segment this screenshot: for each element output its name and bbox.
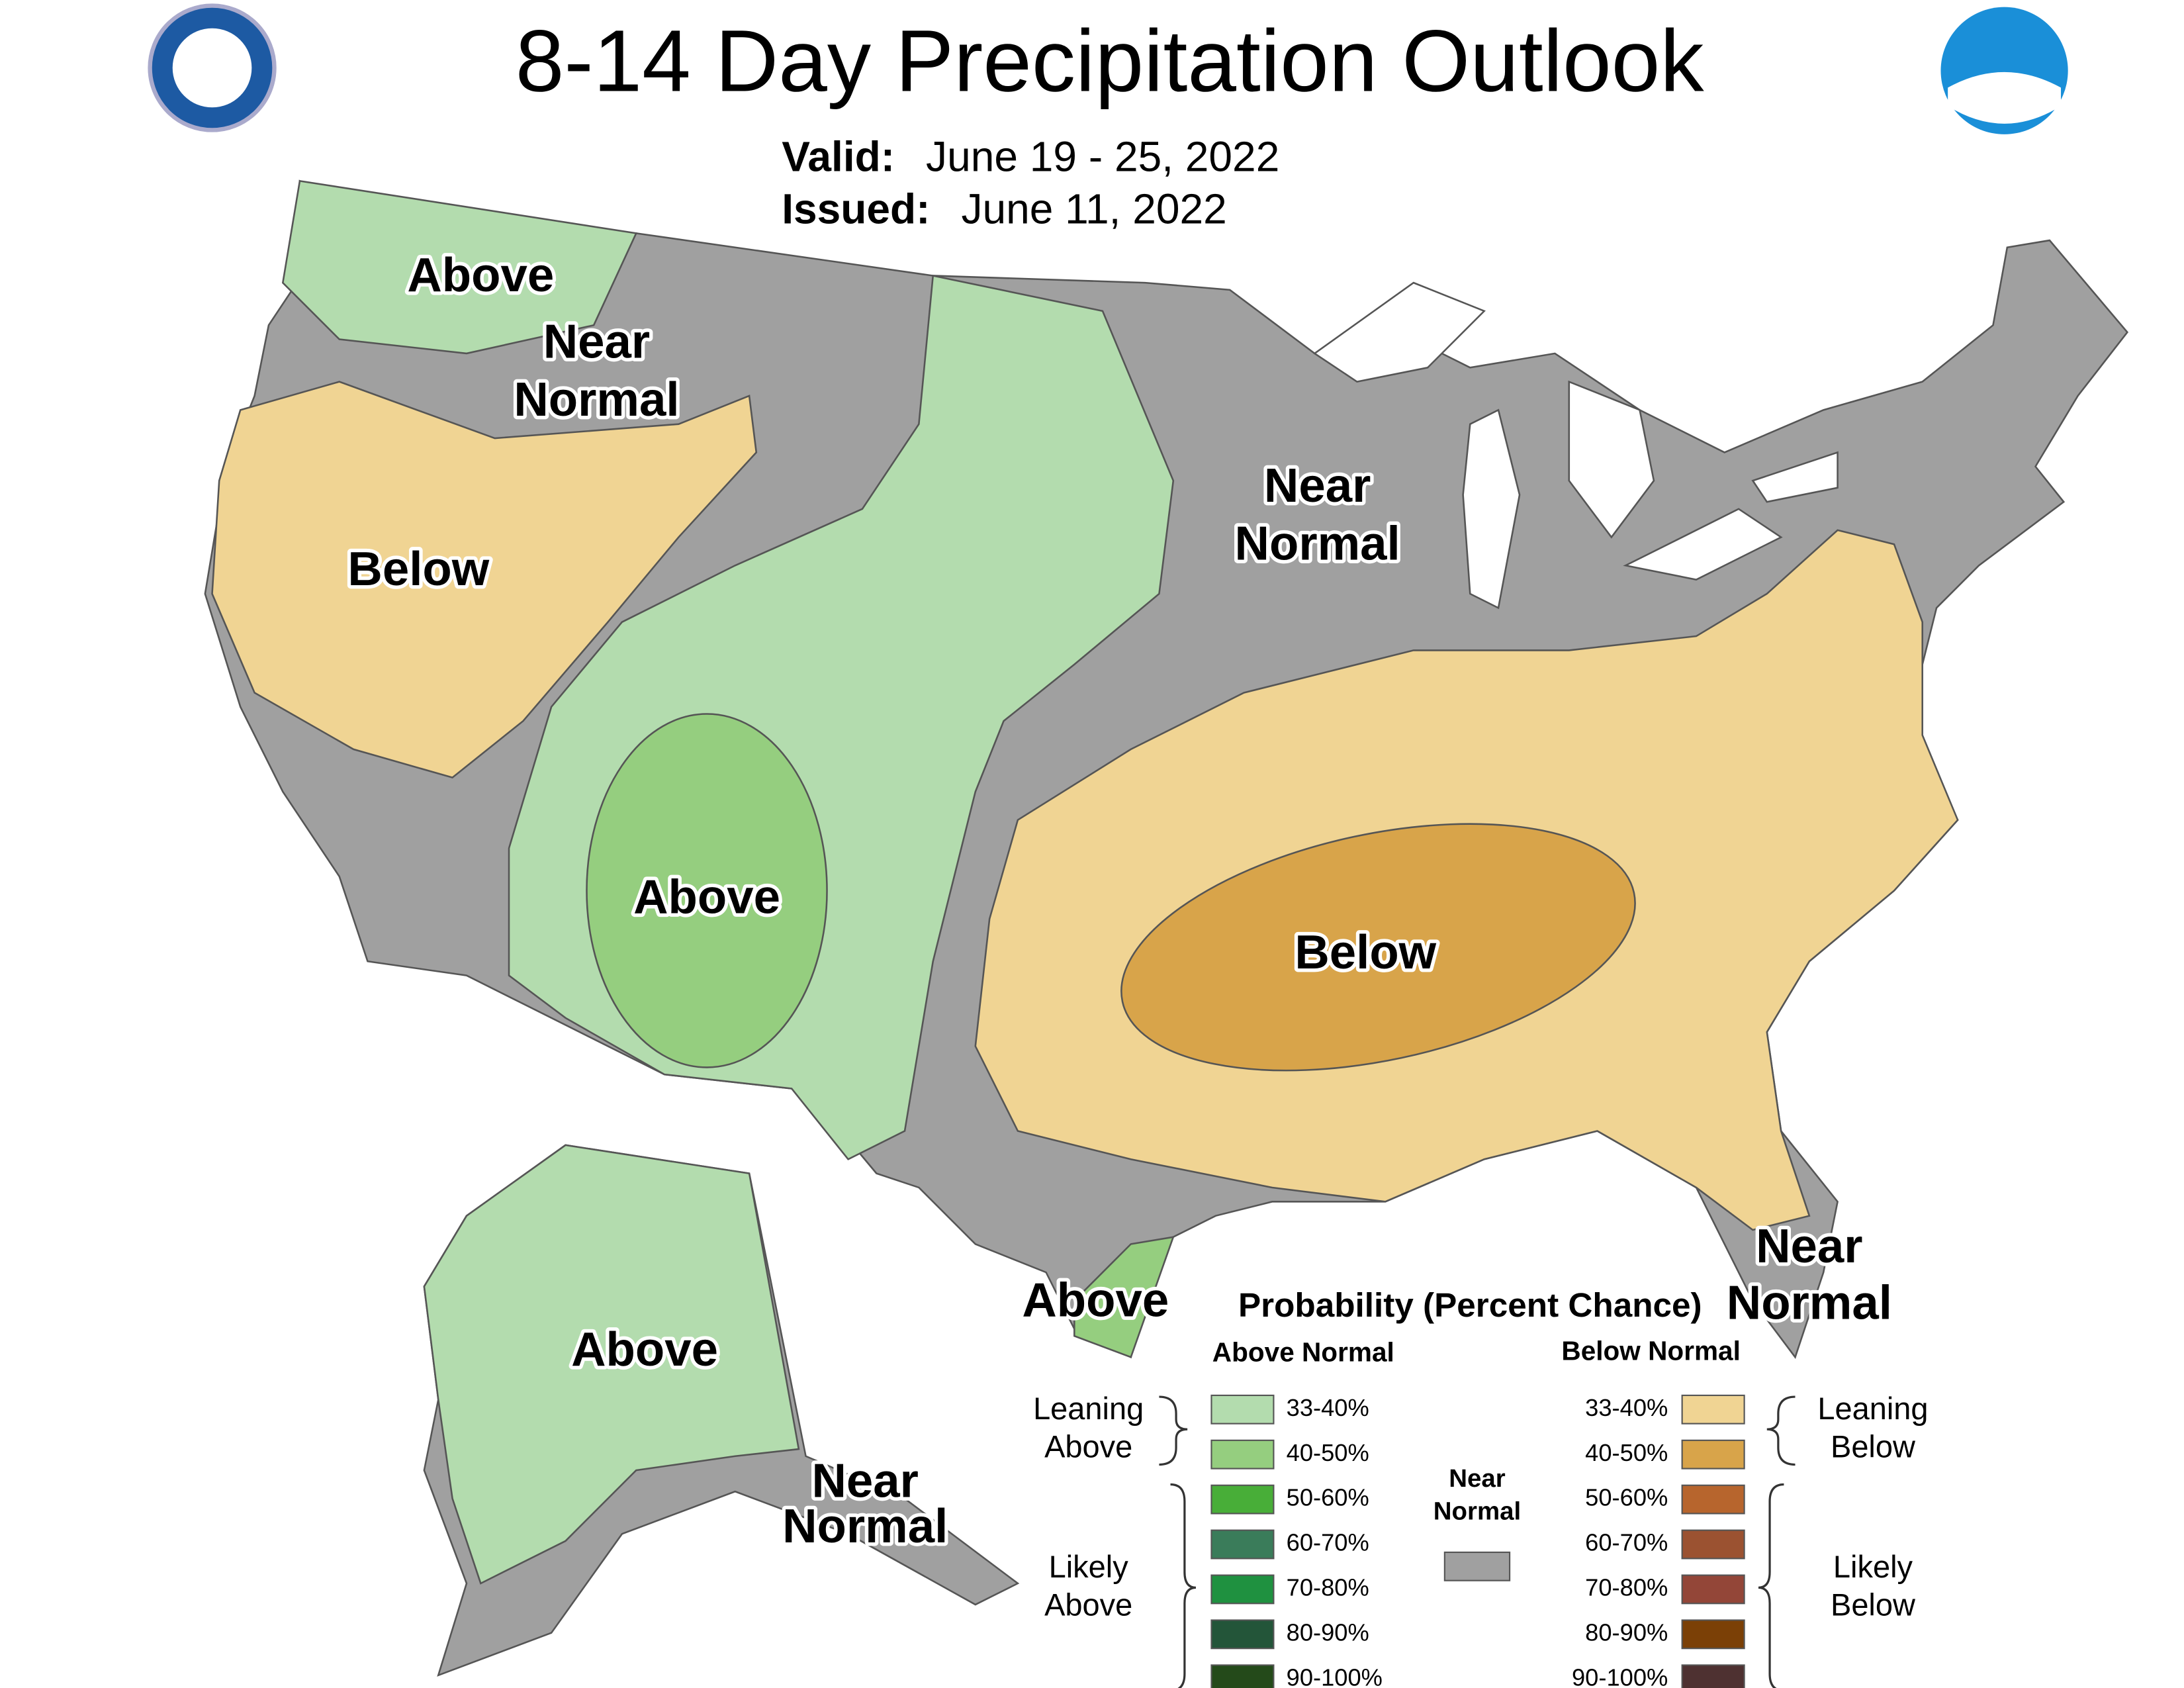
brace bbox=[1170, 1483, 1197, 1688]
lake bbox=[1313, 281, 1486, 383]
near-normal-swatch bbox=[1443, 1551, 1511, 1581]
region-label: Above bbox=[407, 248, 554, 302]
great-lakes bbox=[1313, 281, 1839, 610]
lake bbox=[1568, 380, 1655, 539]
legend-header: Near bbox=[1449, 1464, 1506, 1493]
lake bbox=[1751, 451, 1839, 503]
legend-swatch bbox=[1681, 1574, 1745, 1605]
legend-group-label: Above bbox=[1044, 1587, 1132, 1622]
legend-swatch bbox=[1681, 1394, 1745, 1425]
commerce-seal-inner bbox=[172, 28, 252, 108]
legend-swatch bbox=[1681, 1664, 1745, 1688]
region-label: Below bbox=[347, 542, 489, 596]
region-label: Normal bbox=[514, 373, 679, 426]
legend-range: 50-60% bbox=[1287, 1484, 1369, 1511]
issued-date: June 11, 2022 bbox=[961, 185, 1226, 232]
legend-range: 40-50% bbox=[1287, 1439, 1369, 1466]
legend-range: 90-100% bbox=[1572, 1664, 1668, 1688]
valid-label: Valid: bbox=[782, 132, 895, 180]
brace bbox=[1758, 1483, 1784, 1688]
legend-group-label: Above bbox=[1044, 1429, 1132, 1464]
above-region bbox=[586, 713, 828, 1068]
region-label: Normal bbox=[782, 1499, 948, 1553]
region-label: Near bbox=[1756, 1219, 1862, 1273]
braces bbox=[1159, 1395, 1796, 1688]
title: 8-14 Day Precipitation Outlook bbox=[516, 12, 1705, 110]
legend-range: 33-40% bbox=[1287, 1394, 1369, 1421]
legend-group-label: Below bbox=[1831, 1429, 1916, 1464]
legend-swatch bbox=[1681, 1619, 1745, 1650]
noaa-logo-bird bbox=[1948, 71, 2062, 124]
brace bbox=[1766, 1395, 1796, 1466]
region-label: Near bbox=[543, 314, 650, 368]
legend-range: 70-80% bbox=[1287, 1574, 1369, 1601]
legend-group-label: Below bbox=[1831, 1587, 1916, 1622]
legend-range: 50-60% bbox=[1585, 1484, 1668, 1511]
legend-swatch bbox=[1681, 1529, 1745, 1560]
legend-swatch bbox=[1210, 1529, 1275, 1560]
above-region bbox=[423, 1144, 800, 1585]
lake bbox=[1623, 508, 1783, 581]
below-region bbox=[211, 381, 758, 779]
brace bbox=[1159, 1395, 1188, 1466]
legend-swatch bbox=[1210, 1619, 1275, 1650]
legend-group-label: Leaning bbox=[1817, 1391, 1928, 1426]
legend-group-label: Likely bbox=[1833, 1549, 1913, 1584]
legend-range: 60-70% bbox=[1287, 1529, 1369, 1556]
region-label: Near bbox=[1264, 459, 1371, 512]
region-label: Normal bbox=[1727, 1276, 1892, 1330]
legend-header: Normal bbox=[1433, 1497, 1521, 1525]
region-label: Above bbox=[1022, 1273, 1169, 1327]
above-region bbox=[281, 179, 638, 355]
legend-swatch bbox=[1210, 1439, 1275, 1470]
lake bbox=[1462, 408, 1521, 610]
legend-swatch bbox=[1210, 1484, 1275, 1515]
legend-swatch bbox=[1681, 1439, 1745, 1470]
above-region bbox=[1073, 1236, 1175, 1358]
legend-range: 80-90% bbox=[1287, 1618, 1369, 1646]
legend-header: Above Normal bbox=[1212, 1337, 1394, 1368]
legend-range: 40-50% bbox=[1585, 1439, 1668, 1466]
valid-dates: June 19 - 25, 2022 bbox=[926, 132, 1279, 180]
legend-swatch bbox=[1210, 1664, 1275, 1688]
legend-title: Probability (Percent Chance) bbox=[1238, 1286, 1702, 1324]
legend-range: 90-100% bbox=[1287, 1664, 1383, 1688]
legend-swatch bbox=[1210, 1394, 1275, 1425]
legend-header: Below Normal bbox=[1561, 1336, 1740, 1366]
legend-group-label: Likely bbox=[1049, 1549, 1129, 1584]
legend-range: 80-90% bbox=[1585, 1618, 1668, 1646]
legend-swatch bbox=[1210, 1574, 1275, 1605]
region-label: Above bbox=[633, 870, 780, 924]
legend-range: 70-80% bbox=[1585, 1574, 1668, 1601]
region-label: Below bbox=[1295, 925, 1436, 979]
issued-label: Issued: bbox=[782, 185, 930, 232]
legend-range: 33-40% bbox=[1585, 1394, 1668, 1421]
region-label: Normal bbox=[1235, 517, 1400, 571]
legend-group-label: Leaning bbox=[1033, 1391, 1144, 1426]
region-label: Above bbox=[571, 1323, 718, 1376]
map bbox=[204, 179, 2129, 1677]
region-label: Near bbox=[811, 1454, 918, 1508]
legend-swatch bbox=[1681, 1484, 1745, 1515]
below-region bbox=[1120, 823, 1636, 1072]
legend-range: 60-70% bbox=[1585, 1529, 1668, 1556]
